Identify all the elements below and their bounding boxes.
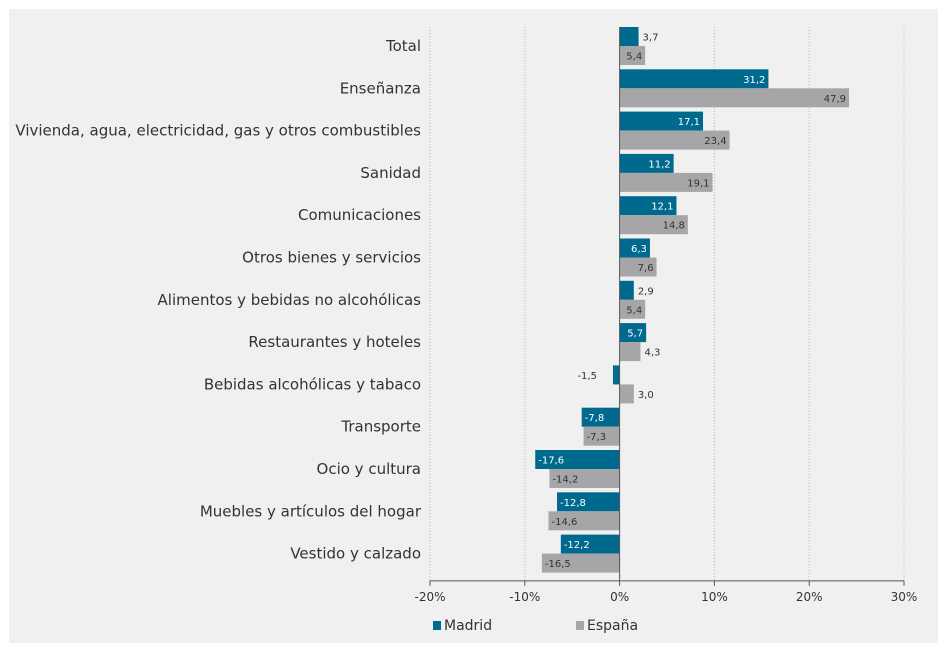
bar-espana (549, 469, 620, 488)
category-label: Restaurantes y hoteles (248, 333, 421, 351)
bar-espana (619, 46, 646, 65)
data-label: 17,1 (678, 117, 700, 128)
data-label: 5,4 (626, 52, 642, 63)
bar-espana (619, 88, 850, 108)
data-label: 47,9 (824, 94, 846, 105)
bar-espana (548, 511, 620, 531)
data-label: -12,2 (564, 540, 590, 551)
data-label: 19,1 (687, 178, 709, 189)
data-label: 12,1 (651, 202, 673, 213)
category-label: Total (385, 37, 421, 55)
x-tick-label: 20% (796, 590, 823, 604)
x-tick-label: 0% (610, 590, 629, 604)
data-label: -7,8 (585, 413, 605, 424)
legend-swatch-madrid (433, 621, 441, 630)
bar-madrid (619, 27, 639, 46)
category-label: Muebles y artículos del hogar (200, 502, 422, 520)
bar-chart: 3,75,431,247,917,123,411,219,112,114,86,… (15, 27, 917, 634)
category-labels: Total Enseñanza Vivienda, agua, electricid… (15, 37, 421, 563)
bar-madrid (612, 365, 620, 385)
bars: 3,75,431,247,917,123,411,219,112,114,86,… (535, 27, 850, 573)
bar-madrid (557, 492, 620, 512)
data-label: -12,8 (560, 498, 586, 509)
data-label: 4,3 (644, 348, 660, 359)
data-label: -7,3 (587, 432, 607, 443)
bar-espana (619, 342, 641, 362)
category-label: Transporte (340, 418, 421, 436)
legend: Madrid España (433, 618, 638, 634)
x-tick-label: -20% (414, 590, 445, 604)
bar-espana (619, 130, 730, 150)
data-label: -16,5 (545, 559, 571, 570)
bar-madrid (619, 323, 647, 343)
data-label: 11,2 (648, 159, 670, 170)
data-label: 5,7 (627, 329, 643, 340)
gridlines (429, 27, 905, 581)
data-label: 23,4 (704, 136, 726, 147)
data-label: 2,9 (638, 286, 654, 297)
legend-label-madrid: Madrid (444, 618, 492, 634)
data-label: -14,2 (552, 475, 578, 486)
x-tick-label: 10% (701, 590, 728, 604)
category-label: Bebidas alcohólicas y tabaco (204, 375, 421, 393)
data-label: 5,4 (626, 305, 642, 316)
category-label: Alimentos y bebidas no alcohólicas (158, 291, 422, 309)
legend-label-espana: España (587, 618, 638, 634)
bar-espana (619, 299, 646, 319)
data-label: 31,2 (743, 75, 765, 86)
x-axis: -20% -10% 0% 10% 20% 30% (414, 27, 917, 604)
data-label: -17,6 (538, 456, 564, 467)
x-tick-label: 30% (891, 590, 918, 604)
data-label: 7,6 (638, 263, 654, 274)
bar-madrid (619, 196, 677, 216)
bar-espana (619, 384, 634, 404)
bar-madrid (619, 69, 769, 89)
data-label: 6,3 (631, 244, 647, 255)
category-label: Sanidad (360, 164, 421, 182)
data-label: 14,8 (663, 221, 685, 232)
category-label: Otros bienes y servicios (242, 249, 421, 267)
bar-madrid (560, 534, 620, 554)
bar-madrid (535, 450, 620, 469)
bar-espana (619, 172, 713, 192)
category-label: Vestido y calzado (290, 545, 421, 563)
bar-madrid (619, 238, 650, 258)
data-label: -1,5 (577, 371, 597, 382)
category-label: Vivienda, agua, electricidad, gas y otro… (15, 122, 421, 140)
category-label: Enseñanza (340, 79, 421, 97)
chart-frame: 3,7 5,4 31,2 47,9 17,1 23,4 11,2 19,1 12,1 14,8 6,… (9, 9, 938, 643)
bar-espana (583, 426, 620, 446)
data-label: 3,0 (638, 390, 654, 401)
bar-espana (541, 553, 620, 573)
bar-madrid (619, 111, 704, 131)
category-label: Ocio y cultura (317, 460, 421, 478)
legend-swatch-espana (576, 621, 584, 630)
bar-madrid (619, 153, 674, 173)
bar-espana (619, 215, 688, 235)
category-label: Comunicaciones (298, 206, 421, 224)
bar-espana (619, 257, 657, 277)
bar-madrid (581, 407, 620, 427)
x-tick-label: -10% (509, 590, 540, 604)
bar-madrid (619, 280, 634, 300)
data-label: -14,6 (552, 517, 578, 528)
data-label: 3,7 (643, 33, 659, 44)
